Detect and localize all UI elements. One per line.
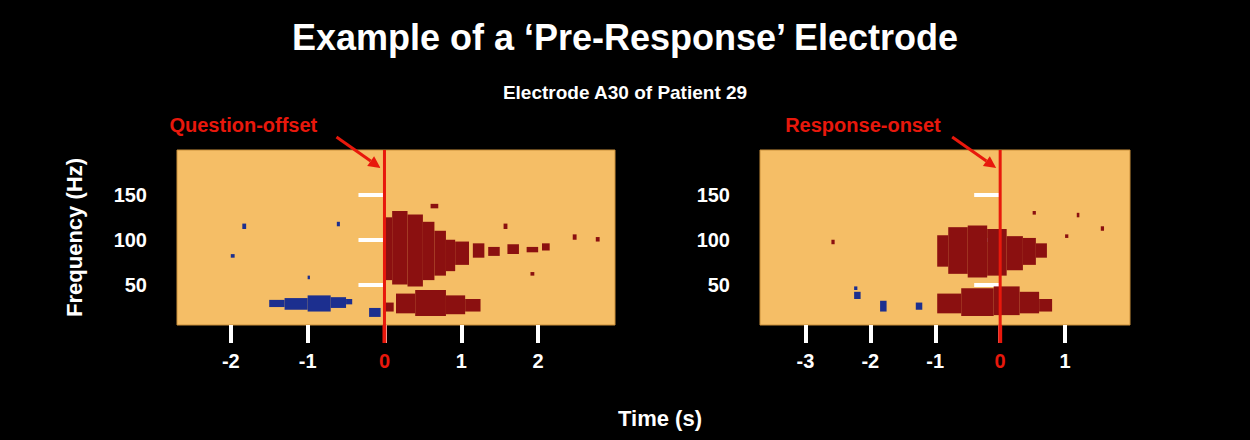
svg-text:100: 100 <box>697 229 730 251</box>
svg-text:150: 150 <box>697 184 730 206</box>
svg-text:150: 150 <box>114 184 147 206</box>
svg-text:Response-onset: Response-onset <box>785 114 941 136</box>
svg-text:50: 50 <box>125 274 147 296</box>
svg-text:0: 0 <box>379 350 390 372</box>
svg-text:Frequency (Hz): Frequency (Hz) <box>62 158 87 317</box>
svg-text:-2: -2 <box>222 350 240 372</box>
svg-text:Example of a ‘Pre-Response’ El: Example of a ‘Pre-Response’ Electrode <box>292 17 958 58</box>
svg-text:0: 0 <box>995 350 1006 372</box>
svg-text:-3: -3 <box>797 350 815 372</box>
svg-text:100: 100 <box>114 229 147 251</box>
svg-text:Electrode A30 of Patient 29: Electrode A30 of Patient 29 <box>503 82 747 103</box>
svg-text:50: 50 <box>708 274 730 296</box>
svg-text:2: 2 <box>533 350 544 372</box>
svg-text:1: 1 <box>1060 350 1071 372</box>
svg-text:1: 1 <box>456 350 467 372</box>
svg-text:-1: -1 <box>926 350 944 372</box>
svg-text:Question-offset: Question-offset <box>169 114 317 136</box>
svg-text:Time (s): Time (s) <box>618 406 702 431</box>
svg-text:-2: -2 <box>861 350 879 372</box>
svg-text:-1: -1 <box>299 350 317 372</box>
